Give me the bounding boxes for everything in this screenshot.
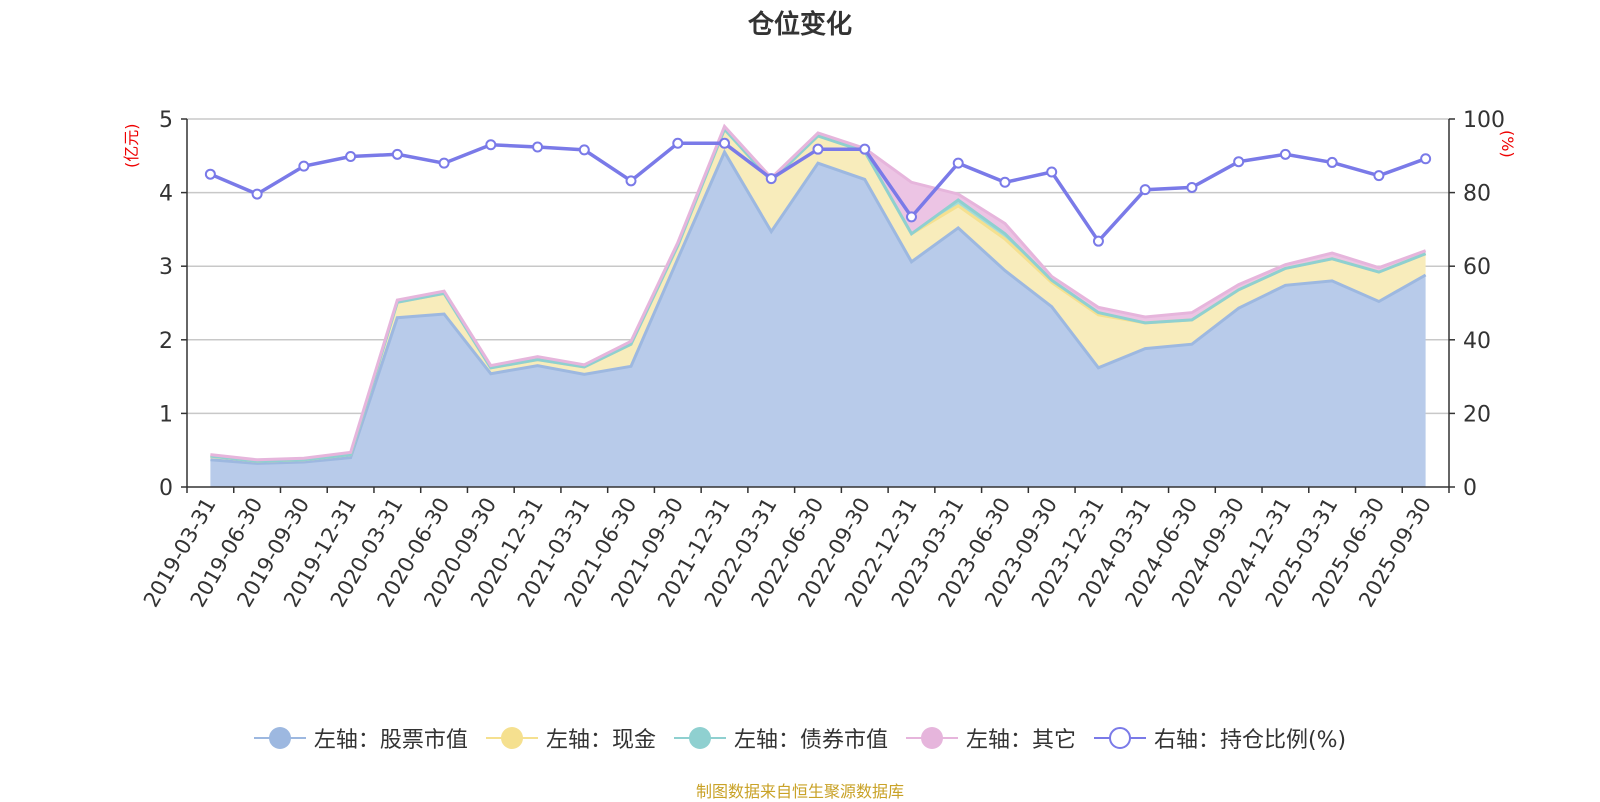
legend-label: 左轴：现金 [545,728,656,753]
position-ratio-point [1373,170,1385,182]
right-tick-label: 60 [1463,255,1491,280]
legend-label: 左轴：债券市值 [733,728,888,753]
position-ratio-point [952,157,964,169]
position-ratio-point [672,137,684,149]
legend-swatch-icon [905,725,958,751]
left-tick-label: 2 [159,329,173,354]
legend-item-0[interactable]: 左轴：股票市值 [253,722,468,754]
right-tick-label: 0 [1463,476,1477,501]
left-tick-label: 0 [159,476,173,501]
legend-item-1[interactable]: 左轴：现金 [485,722,656,754]
area-line-3 [210,123,1427,462]
legend-item-2[interactable]: 左轴：债券市值 [673,722,888,754]
chart-title: 仓位变化 [747,10,852,40]
position-ratio-point [391,148,403,160]
position-ratio-point [204,168,216,180]
legend-swatch-icon [485,725,538,751]
right-tick-label: 100 [1463,108,1505,133]
legend-swatch-icon [673,725,726,751]
left-tick-label: 5 [159,108,173,133]
right-tick-label: 20 [1463,402,1491,427]
position-ratio-point [999,176,1011,188]
left-tick-label: 4 [159,182,173,207]
area-line-2 [210,126,1427,463]
position-ratio-point [859,143,871,155]
position-ratio-point [438,157,450,169]
position-ratio-point [251,188,263,200]
data-source-note: 制图数据来自恒生聚源数据库 [695,782,904,801]
position-ratio-point [905,211,917,223]
position-ratio-point [765,173,777,185]
legend-label: 右轴：持仓比例(%) [1153,728,1347,753]
position-ratio-point [719,137,731,149]
position-ratio-point [1420,153,1432,165]
chart-legend[interactable]: 左轴：股票市值 左轴：现金 左轴：债券市值 左轴：其它 右轴：持仓比例(%) [0,722,1600,754]
position-ratio-point [625,175,637,187]
position-ratio-point [1233,156,1245,168]
legend-label: 左轴：股票市值 [313,728,468,753]
position-ratio-point [532,141,544,153]
position-ratio-point [1046,166,1058,178]
legend-label: 左轴：其它 [965,728,1076,753]
position-ratio-point [1092,235,1104,247]
position-ratio-point [1186,181,1198,193]
legend-swatch-icon [1093,725,1146,751]
left-tick-label: 1 [159,402,173,427]
position-ratio-point [1326,156,1338,168]
area-line-0 [210,148,1427,465]
legend-swatch-icon [253,725,306,751]
legend-item-4[interactable]: 右轴：持仓比例(%) [1093,722,1347,754]
position-ratio-point [1139,184,1151,196]
position-ratio-point [345,151,357,163]
position-ratio-point [812,143,824,155]
legend-item-3[interactable]: 左轴：其它 [905,722,1076,754]
position-ratio-point [485,139,497,151]
position-ratio-point [298,160,310,172]
position-ratio-point [1279,148,1291,160]
left-tick-label: 3 [159,255,173,280]
right-tick-label: 80 [1463,182,1491,207]
area-0 [210,152,1426,487]
right-tick-label: 40 [1463,329,1491,354]
position-ratio-point [578,144,590,156]
